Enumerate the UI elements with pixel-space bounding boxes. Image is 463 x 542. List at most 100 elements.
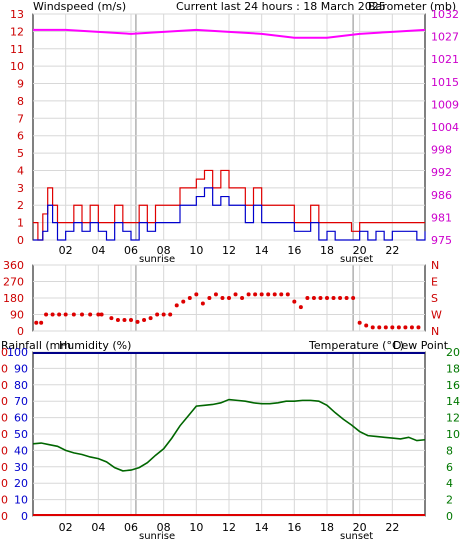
- wind-dir-point-16: [142, 318, 147, 322]
- wind-dir-point-18: [155, 312, 160, 317]
- wind-dir-point-25: [200, 301, 205, 306]
- wind-dir-point-43: [318, 296, 323, 300]
- wind-dir-point-33: [253, 292, 258, 297]
- hour-label-top-08: 08: [157, 244, 171, 257]
- wind-dir-point-54: [390, 325, 395, 330]
- humidity-tick-50: 50: [14, 428, 28, 441]
- baro-tick-1032: 1032: [431, 8, 459, 21]
- baro-tick-992: 992: [431, 166, 452, 179]
- wind-tick-8: 8: [17, 95, 24, 108]
- wind-tick-13: 13: [10, 8, 24, 21]
- wind-tick-7: 7: [17, 112, 24, 125]
- wind-dir-point-40: [298, 305, 303, 310]
- wind-dir-point-57: [409, 325, 414, 330]
- wind-dir-point-21: [174, 303, 179, 308]
- wind-tick-10: 10: [10, 60, 24, 73]
- wind-dir-point-51: [370, 325, 375, 330]
- wind-tick-12: 12: [10, 25, 24, 38]
- wind-dir-point-29: [227, 296, 231, 300]
- hour-label-top-12: 12: [222, 244, 236, 257]
- rain-tick-4: 0: [1, 444, 8, 457]
- hour-label-bottom-16: 16: [287, 521, 301, 534]
- hour-label-top-02: 02: [59, 244, 73, 257]
- wind-dir-point-0: [34, 320, 39, 325]
- hour-label-top-22: 22: [385, 244, 399, 257]
- compass-tick-2-S: S: [431, 292, 438, 305]
- baro-tick-1021: 1021: [431, 53, 459, 66]
- wind-dir-point-9: [96, 312, 101, 317]
- wind-tick-4: 4: [17, 164, 24, 177]
- compass-tick-1-E: E: [431, 276, 438, 289]
- wind-tick-5: 5: [17, 147, 24, 160]
- wind-dir-point-13: [122, 318, 127, 322]
- hour-label-bottom-08: 08: [157, 521, 171, 534]
- humidity-tick-60: 60: [14, 412, 28, 425]
- rain-tick-8: 0: [1, 379, 8, 392]
- sunset-label-2: sunset: [340, 531, 373, 542]
- wind-tick-2: 2: [17, 199, 24, 212]
- baro-tick-1027: 1027: [431, 31, 459, 44]
- wind-dir-point-46: [338, 296, 343, 300]
- wind-dir-point-10: [99, 312, 104, 317]
- dewpoint-label: Dew Point: [393, 339, 449, 352]
- wind-dir-point-36: [272, 292, 277, 297]
- temp-tick-0: 0: [446, 510, 453, 523]
- wind-dir-point-2: [44, 312, 49, 317]
- temp-tick-4: 4: [446, 477, 453, 490]
- hour-label-top-06: 06: [124, 244, 138, 257]
- wind-dir-point-15: [135, 319, 140, 324]
- wind-dir-point-20: [168, 312, 173, 317]
- wind-tick-9: 9: [17, 78, 24, 91]
- temp-tick-12: 12: [446, 412, 460, 425]
- temp-tick-16: 16: [446, 379, 460, 392]
- hour-label-bottom-22: 22: [385, 521, 399, 534]
- wind-dir-point-24: [194, 292, 199, 297]
- rain-tick-1: 0: [1, 494, 8, 507]
- rain-tick-6: 0: [1, 412, 8, 425]
- wind-dir-point-11: [109, 316, 114, 321]
- rainfall-label: Rainfall (mm: [1, 339, 71, 352]
- temperature-series: [32, 398, 426, 472]
- wind-dir-point-48: [351, 296, 356, 300]
- wind-dir-point-28: [220, 296, 225, 300]
- baro-tick-998: 998: [431, 144, 452, 157]
- wind-dir-point-49: [357, 320, 362, 325]
- wind-dir-point-56: [403, 325, 408, 330]
- wind-dir-point-1: [39, 320, 44, 325]
- temp-tick-6: 6: [446, 461, 453, 474]
- wind-tick-0: 0: [17, 234, 24, 247]
- hour-label-top-04: 04: [91, 244, 105, 257]
- humidity-tick-100: 100: [7, 346, 28, 359]
- wind-dir-point-52: [377, 325, 382, 330]
- wind-dir-point-44: [325, 296, 329, 300]
- wind-dir-point-47: [344, 296, 349, 300]
- temp-tick-20: 20: [446, 346, 460, 359]
- wind-dir-point-26: [207, 296, 212, 300]
- wind-dir-point-23: [187, 296, 192, 300]
- hour-label-top-10: 10: [189, 244, 203, 257]
- sunrise-label-1: sunrise: [139, 254, 175, 265]
- hour-label-top-18: 18: [320, 244, 334, 257]
- hour-label-top-14: 14: [255, 244, 269, 257]
- temperature-label: Temperature (°C): [308, 339, 404, 352]
- rain-tick-7: 0: [1, 395, 8, 408]
- barometer-title: Barometer (mb): [368, 0, 456, 13]
- hour-label-bottom-02: 02: [59, 521, 73, 534]
- wind-dir-point-37: [279, 292, 284, 297]
- hour-label-bottom-20: 20: [353, 521, 367, 534]
- wind-dir-point-12: [115, 318, 120, 322]
- series-layer: [32, 28, 426, 516]
- wind-dir-point-55: [396, 325, 401, 330]
- wind-gust-series: [33, 169, 425, 241]
- wind-dir-point-19: [161, 312, 166, 317]
- wind-dir-point-42: [311, 296, 316, 300]
- wind-dir-point-4: [57, 312, 62, 317]
- rain-tick-0: 0: [1, 510, 8, 523]
- wind-dir-point-6: [71, 312, 76, 317]
- baro-tick-975: 975: [431, 234, 452, 247]
- wind-dir-point-31: [240, 296, 245, 300]
- wind-tick-1: 1: [17, 217, 24, 230]
- wind-dir-point-38: [285, 292, 290, 297]
- wind-dir-point-34: [259, 292, 264, 297]
